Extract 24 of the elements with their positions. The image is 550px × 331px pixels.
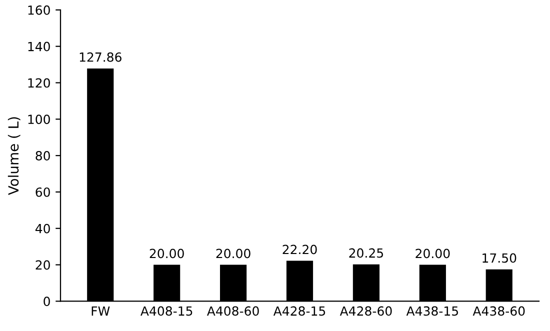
y-tick-label: 60 (36, 187, 50, 197)
x-tick-label: A428-15 (273, 306, 326, 316)
x-tick-label: A438-15 (406, 306, 458, 316)
x-tick-label: A408-15 (140, 306, 192, 316)
data-label: 22.20 (282, 244, 317, 254)
x-tick-label: A438-60 (472, 306, 525, 316)
data-label: 20.00 (150, 248, 184, 258)
y-tick-label: 120 (28, 78, 50, 88)
data-label: 17.50 (482, 253, 516, 263)
x-tick-label: A428-60 (340, 306, 392, 316)
data-label: 20.00 (216, 248, 250, 258)
y-tick-label: 80 (36, 151, 50, 160)
y-tick-label: 160 (28, 5, 50, 15)
y-tick-label: 0 (44, 296, 50, 306)
x-tick-label: FW (92, 306, 110, 316)
y-tick-label: 100 (28, 114, 50, 124)
y-tick-label: 140 (28, 42, 50, 52)
data-label: 20.00 (416, 248, 450, 258)
y-tick-label: 20 (36, 260, 50, 270)
y-axis-title: Volume ( L) (8, 117, 20, 195)
data-label: 20.25 (349, 248, 384, 258)
x-tick-label: A408-60 (206, 306, 259, 316)
y-tick-label: 40 (35, 224, 50, 234)
data-label: 127.86 (80, 52, 122, 62)
